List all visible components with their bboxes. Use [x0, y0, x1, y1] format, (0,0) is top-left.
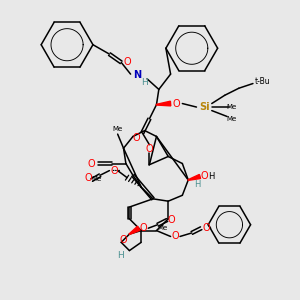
Text: O: O — [110, 166, 118, 176]
Text: O: O — [133, 133, 140, 142]
Text: ...: ... — [112, 164, 121, 173]
Text: O: O — [168, 215, 176, 225]
Text: O: O — [201, 172, 208, 182]
Text: H: H — [117, 251, 123, 260]
Text: O: O — [88, 158, 96, 169]
Text: Si: Si — [200, 102, 210, 112]
Text: O: O — [123, 57, 131, 68]
Polygon shape — [156, 101, 171, 106]
Text: O: O — [172, 232, 179, 242]
Text: O: O — [84, 172, 92, 183]
Text: Me: Me — [226, 104, 237, 110]
Text: O: O — [146, 144, 153, 154]
Text: t-Bu: t-Bu — [254, 77, 270, 86]
Text: H: H — [141, 78, 148, 87]
Text: O: O — [140, 223, 147, 233]
Text: O: O — [173, 98, 180, 109]
Polygon shape — [129, 226, 140, 234]
Text: Me: Me — [91, 176, 102, 182]
Text: H: H — [208, 172, 215, 181]
Text: N: N — [134, 70, 142, 80]
Text: Me: Me — [157, 225, 167, 231]
Text: H: H — [194, 180, 201, 189]
Text: O: O — [202, 223, 210, 233]
Text: Me: Me — [112, 126, 123, 132]
Polygon shape — [188, 174, 201, 180]
Text: Me: Me — [226, 116, 237, 122]
Text: O: O — [120, 235, 127, 245]
